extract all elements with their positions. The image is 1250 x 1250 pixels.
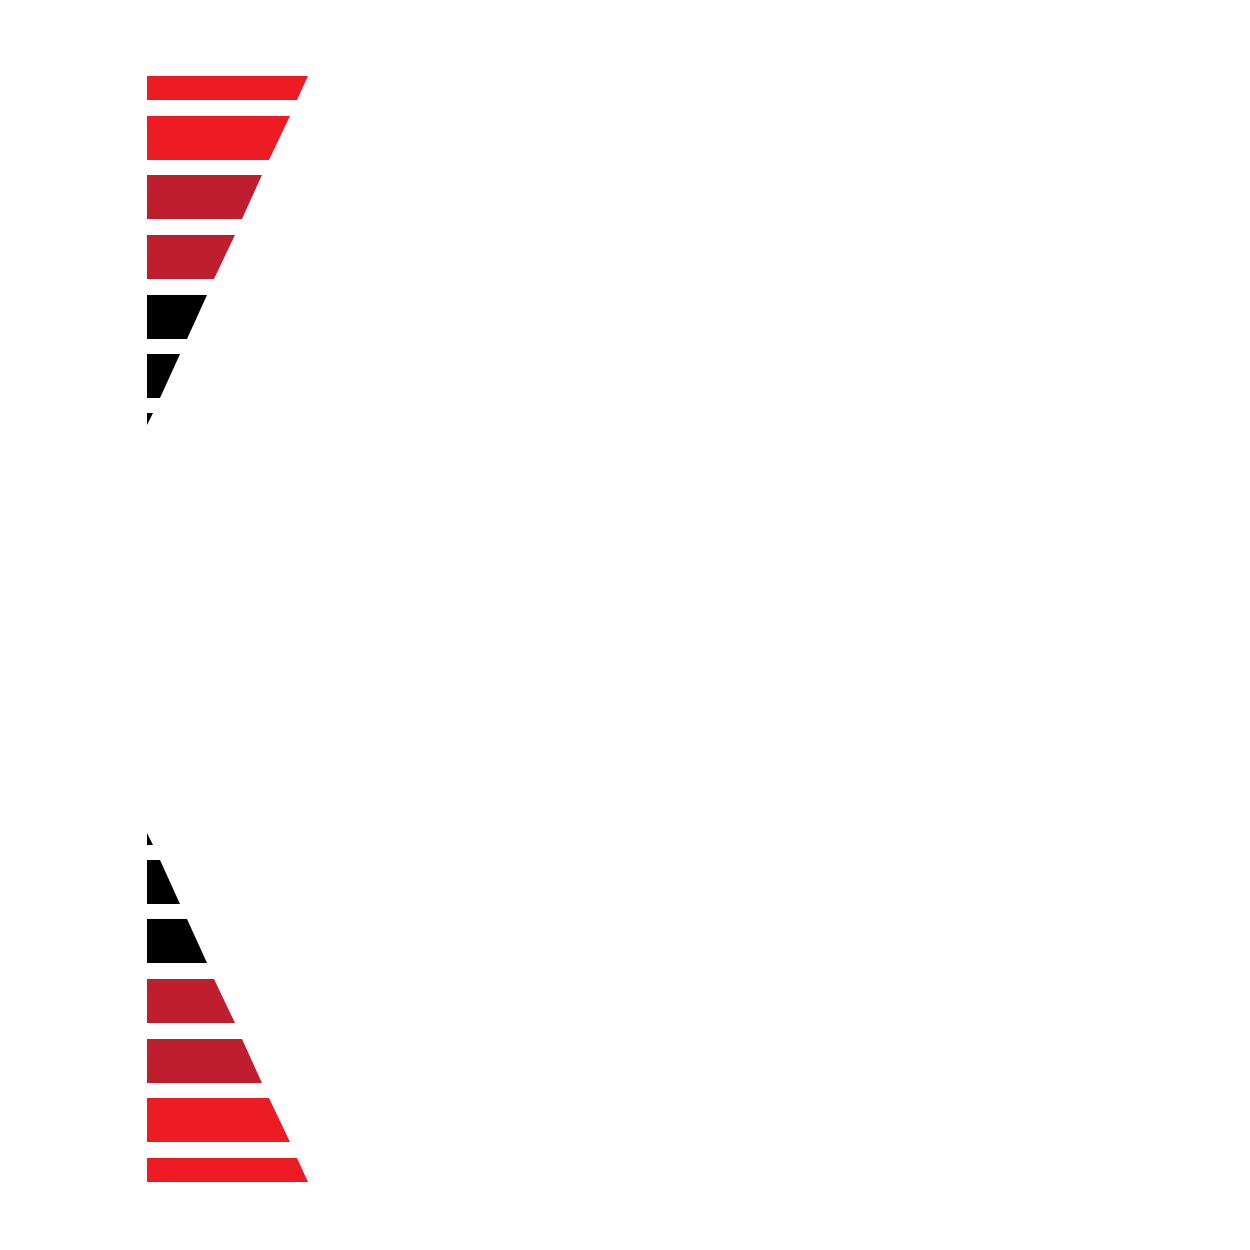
stripe [147, 76, 308, 100]
stripe [147, 175, 262, 219]
stripe [147, 413, 153, 425]
stripes-top [147, 76, 308, 425]
stripe [147, 116, 290, 160]
stripe [147, 295, 207, 339]
stripe [147, 235, 235, 279]
stripe [147, 354, 180, 398]
